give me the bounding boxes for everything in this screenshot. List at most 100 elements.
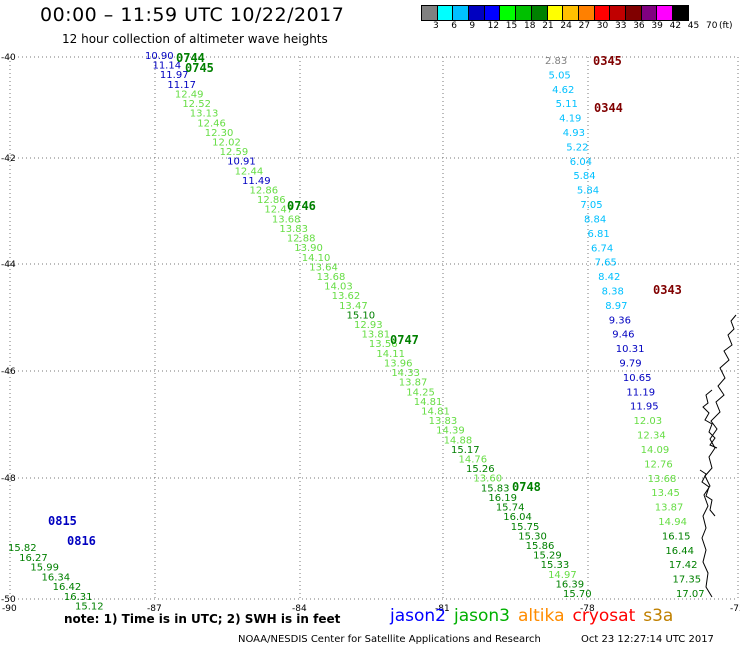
swh-observation: 4.19 [559,114,581,125]
swh-observation: 12.59 [220,147,249,158]
coastline [701,314,737,598]
swh-observation: 13.96 [384,358,413,369]
swh-observation: 15.12 [75,602,104,613]
swh-observation: 15.17 [451,445,480,456]
swh-observation: 13.45 [651,488,680,499]
swh-observation: 14.25 [406,387,435,398]
swh-observation: 6.74 [591,243,613,254]
swh-observation: 12.93 [354,320,383,331]
swh-observation: 12.47 [264,205,293,216]
latitude-label: -44 [1,260,16,270]
swh-observation: 6.81 [587,229,609,240]
swh-observation: 15.70 [563,589,592,600]
credit-line: NOAA/NESDIS Center for Satellite Applica… [238,634,541,645]
swh-observation: 14.33 [391,368,420,379]
satellite-name: s3a [643,606,674,626]
swh-observation: 16.34 [42,572,71,583]
swh-observation: 13.68 [317,272,346,283]
swh-observation: 16.19 [488,493,517,504]
swh-observation: 16.31 [64,592,93,603]
swh-observation: 16.15 [662,531,691,542]
swh-observation: 13.87 [399,378,428,389]
legend-label: 27 [578,21,591,31]
swh-observation: 10.91 [227,157,256,168]
swh-observation: 13.68 [272,214,301,225]
swh-observation: 12.52 [182,99,211,110]
swh-observation: 11.17 [167,80,196,91]
swh-observation: 11.14 [152,61,181,72]
satellite-name: jason3 [454,606,510,626]
swh-observation: 14.03 [324,282,353,293]
swh-observation: 14.94 [658,517,687,528]
longitude-label: -84 [292,604,307,614]
swh-observation: 14.88 [444,435,473,446]
swh-observation: 13.64 [309,262,338,273]
swh-observation: 12.49 [175,89,204,100]
pass-time-label: 0747 [390,333,419,347]
swh-observation: 13.47 [339,301,368,312]
pass-time-label: 0745 [185,61,214,75]
island-outline [699,389,718,517]
swh-observation: 15.29 [533,551,562,562]
swh-observation: 10.31 [616,344,645,355]
swh-observation: 10.90 [145,51,174,62]
swh-observation: 8.42 [598,272,620,283]
swh-observation: 7.05 [580,200,602,211]
swh-observation: 9.36 [609,315,631,326]
swh-observation: 15.99 [30,563,59,574]
longitude-label: -90 [2,604,17,614]
legend-label: 70 [706,21,718,31]
swh-observation: 12.30 [205,128,234,139]
swh-observation: 15.10 [347,310,376,321]
swh-observation: 2.83 [545,56,567,67]
swh-observation: 14.11 [376,349,405,360]
swh-observation: 15.82 [8,543,37,554]
swh-observation: 13.13 [190,109,219,120]
swh-observation: 13.68 [648,474,677,485]
swh-observation: 12.76 [644,459,673,470]
pass-time-label: 0748 [512,480,541,494]
swh-observation: 13.56 [369,339,398,350]
legend-label: 30 [596,21,609,31]
swh-observation: 15.86 [526,541,555,552]
swh-observation: 5.22 [566,142,588,153]
swh-observation: 13.60 [473,474,502,485]
latitude-label: -42 [1,154,16,164]
latitude-label: -40 [1,53,16,63]
swh-observation: 16.27 [19,553,48,564]
swh-observation: 15.83 [481,483,510,494]
swh-observation: 7.65 [595,258,617,269]
swh-observation: 13.83 [279,224,308,235]
swh-observation: 15.26 [466,464,495,475]
swh-observation: 14.97 [548,570,577,581]
legend-label: 36 [633,21,645,31]
latitude-label: -50 [1,595,16,605]
swh-observation: 8.38 [602,286,624,297]
legend-label: 12 [487,21,500,31]
swh-observation: 4.62 [552,85,574,96]
pass-time-label: 0344 [594,101,623,115]
legend-label: 9 [469,21,476,31]
swh-observation: 5.05 [549,70,571,81]
pass-time-label: 0343 [653,283,682,297]
swh-observation: 5.11 [556,99,578,110]
longitude-label: -75 [730,604,740,614]
longitude-label: -78 [580,604,595,614]
swh-observation: 12.03 [634,416,663,427]
pass-time-label: 0345 [593,54,622,68]
satellite-legend: jason2 jason3 altika cryosat s3a [390,606,681,626]
swh-observation: 14.76 [459,455,488,466]
swh-observation: 14.09 [641,445,670,456]
swh-observation: 12.44 [235,166,264,177]
legend-label: 21 [542,21,554,31]
pass-time-label: 0744 [176,51,205,65]
map-subtitle: 12 hour collection of altimeter wave hei… [62,32,328,46]
swh-observation: 13.81 [361,330,390,341]
legend-label: 15 [505,21,518,31]
legend-label: 18 [524,21,536,31]
swh-observation: 11.97 [160,70,189,81]
swh-observation: 12.46 [197,118,226,129]
pass-time-label: 0816 [67,534,96,548]
swh-observation: 13.62 [332,291,361,302]
